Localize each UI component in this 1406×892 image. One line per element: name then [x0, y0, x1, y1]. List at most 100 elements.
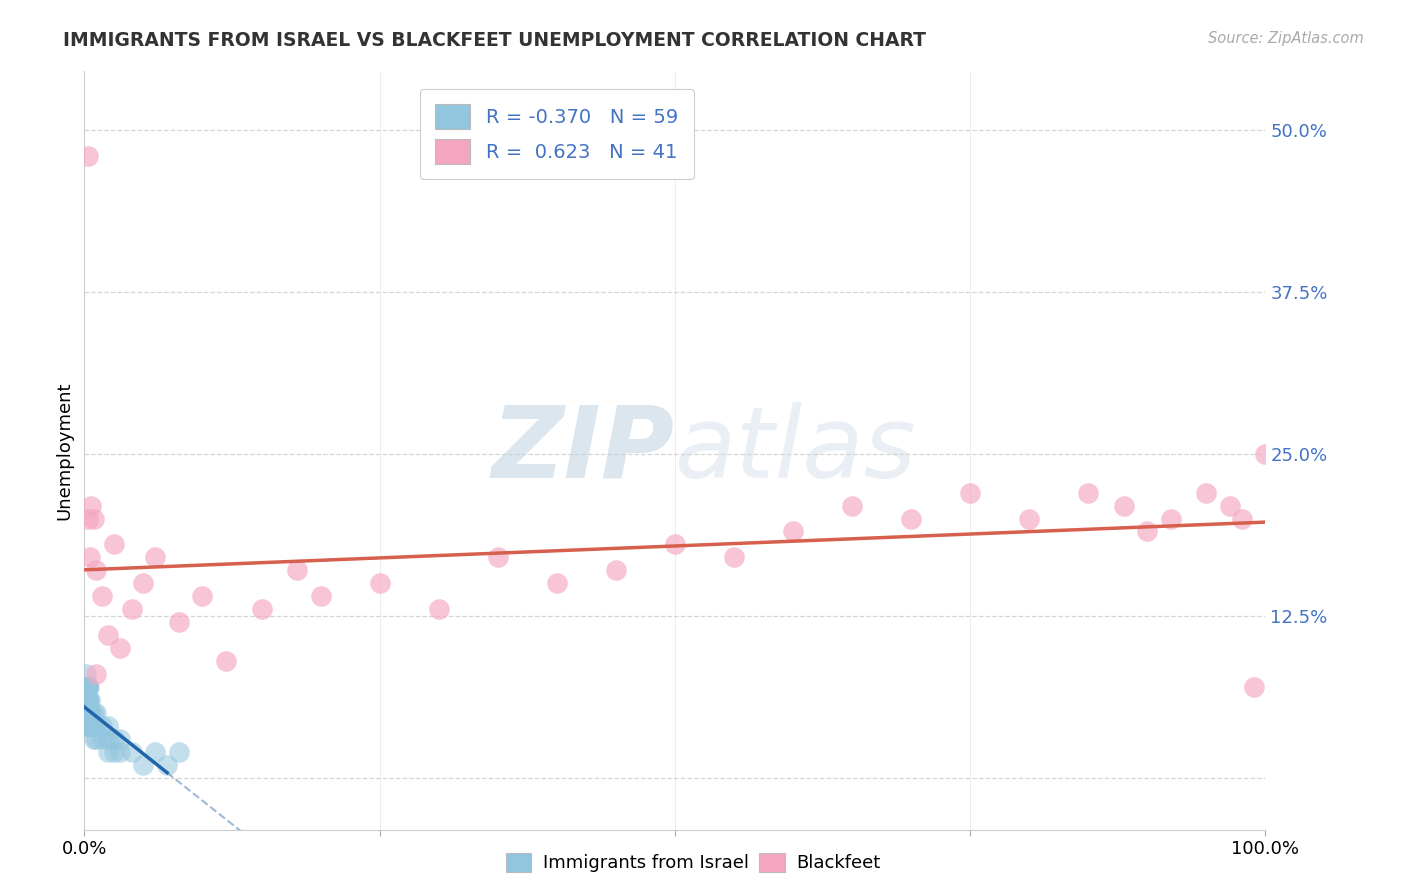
Text: atlas: atlas — [675, 402, 917, 499]
Point — [103, 745, 125, 759]
Point — [84, 731, 107, 746]
Point — [782, 524, 804, 539]
Point — [841, 499, 863, 513]
Point — [664, 537, 686, 551]
Point — [75, 693, 97, 707]
Point — [121, 745, 143, 759]
Point — [132, 757, 155, 772]
Point — [83, 719, 105, 733]
Point — [77, 693, 100, 707]
Point — [1254, 447, 1277, 461]
Point — [486, 550, 509, 565]
Text: Immigrants from Israel: Immigrants from Israel — [543, 854, 749, 871]
Text: Source: ZipAtlas.com: Source: ZipAtlas.com — [1208, 31, 1364, 46]
Point — [77, 706, 100, 720]
Point — [77, 680, 100, 694]
Point — [76, 693, 98, 707]
Point — [368, 576, 391, 591]
Point — [91, 589, 114, 603]
Point — [250, 602, 273, 616]
Point — [80, 499, 103, 513]
Point — [103, 537, 125, 551]
Point — [723, 550, 745, 565]
Point — [215, 654, 238, 668]
Point — [76, 693, 98, 707]
Point — [143, 550, 166, 565]
Point — [605, 563, 627, 577]
Point — [80, 706, 103, 720]
Point — [900, 511, 922, 525]
Text: ZIP: ZIP — [492, 402, 675, 499]
Point — [167, 745, 190, 759]
Point — [1112, 499, 1135, 513]
Point — [1136, 524, 1159, 539]
Point — [97, 745, 120, 759]
Point — [76, 680, 98, 694]
Point — [77, 680, 100, 694]
Point — [1018, 511, 1040, 525]
Point — [77, 706, 100, 720]
Point — [77, 680, 100, 694]
Point — [1077, 485, 1099, 500]
Point — [75, 706, 97, 720]
Point — [75, 706, 97, 720]
Point — [77, 706, 100, 720]
Point — [97, 731, 120, 746]
Point — [1230, 511, 1253, 525]
Point — [121, 602, 143, 616]
Point — [77, 719, 100, 733]
Point — [84, 719, 107, 733]
Point — [84, 667, 107, 681]
Point — [167, 615, 190, 630]
Point — [97, 719, 120, 733]
Point — [76, 706, 98, 720]
Text: Blackfeet: Blackfeet — [796, 854, 880, 871]
Point — [83, 706, 105, 720]
Point — [84, 706, 107, 720]
Point — [427, 602, 450, 616]
Point — [91, 719, 114, 733]
Point — [132, 576, 155, 591]
Point — [75, 706, 97, 720]
Point — [75, 719, 97, 733]
Point — [143, 745, 166, 759]
Point — [75, 693, 97, 707]
Point — [959, 485, 981, 500]
Point — [91, 731, 114, 746]
Point — [97, 628, 120, 642]
Point — [76, 706, 98, 720]
Point — [84, 563, 107, 577]
Point — [77, 148, 100, 162]
Point — [77, 719, 100, 733]
Point — [1195, 485, 1218, 500]
Point — [103, 731, 125, 746]
Point — [83, 731, 105, 746]
Point — [108, 641, 131, 656]
Point — [79, 706, 101, 720]
Point — [76, 680, 98, 694]
Point — [83, 511, 105, 525]
Point — [309, 589, 332, 603]
Point — [80, 719, 103, 733]
Point — [77, 706, 100, 720]
Point — [191, 589, 214, 603]
Point — [75, 693, 97, 707]
Point — [77, 693, 100, 707]
Point — [156, 757, 179, 772]
Point — [285, 563, 308, 577]
Legend: R = -0.370   N = 59, R =  0.623   N = 41: R = -0.370 N = 59, R = 0.623 N = 41 — [420, 88, 693, 179]
Point — [1160, 511, 1182, 525]
Point — [546, 576, 568, 591]
Point — [77, 706, 100, 720]
Point — [1219, 499, 1241, 513]
Text: IMMIGRANTS FROM ISRAEL VS BLACKFEET UNEMPLOYMENT CORRELATION CHART: IMMIGRANTS FROM ISRAEL VS BLACKFEET UNEM… — [63, 31, 927, 50]
Point — [75, 680, 97, 694]
Point — [76, 693, 98, 707]
Y-axis label: Unemployment: Unemployment — [55, 381, 73, 520]
Point — [79, 719, 101, 733]
Point — [75, 667, 97, 681]
Point — [1243, 680, 1265, 694]
Point — [108, 731, 131, 746]
Point — [76, 719, 98, 733]
Point — [79, 693, 101, 707]
